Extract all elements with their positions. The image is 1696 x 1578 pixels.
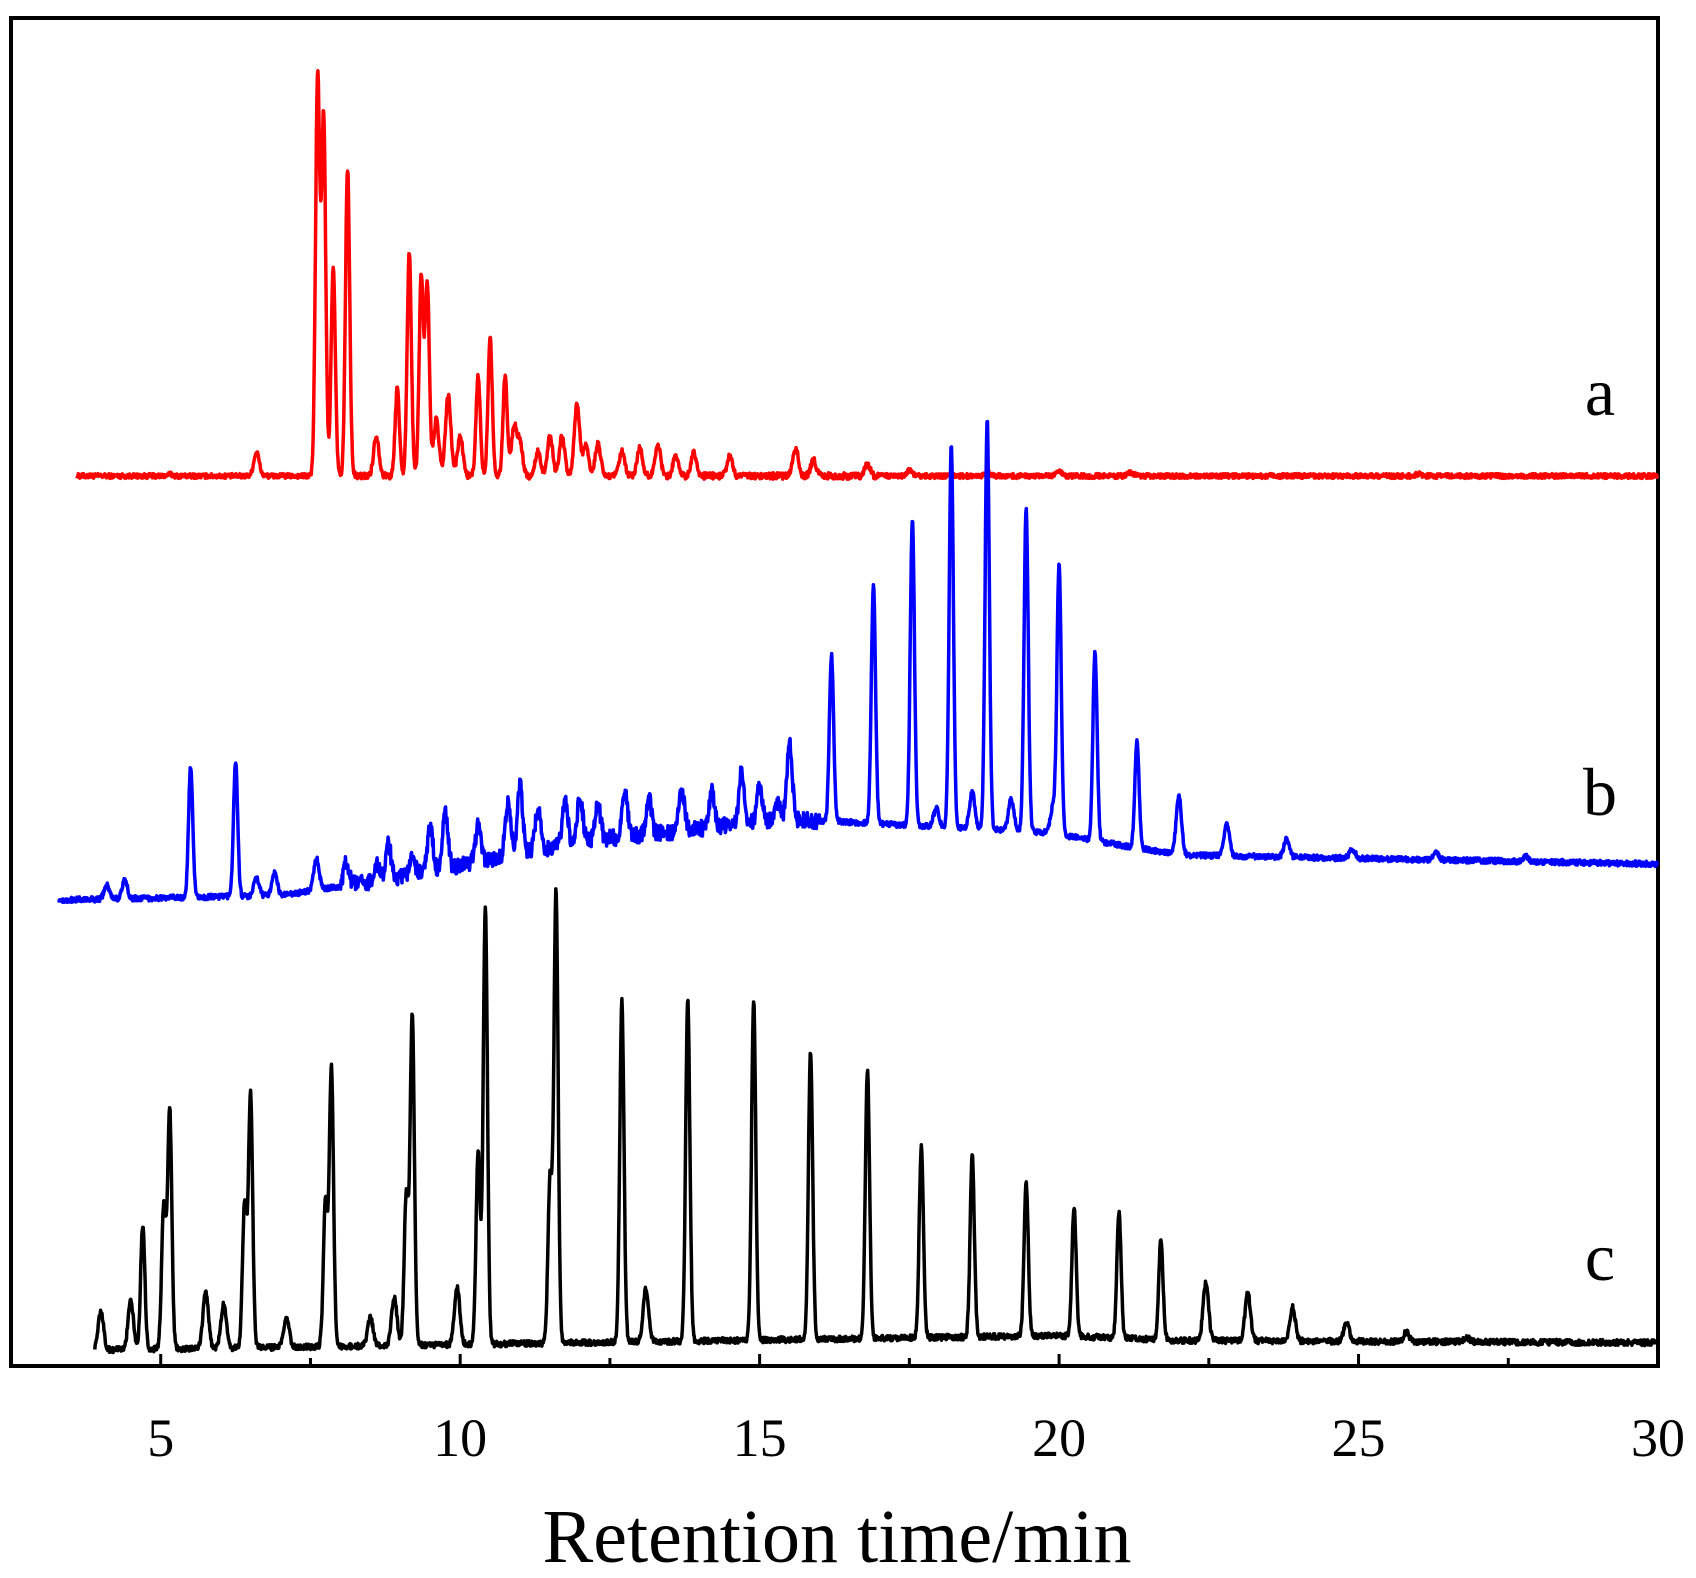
x-axis-title: Retention time/min bbox=[543, 1495, 1132, 1578]
x-tick-label-15: 15 bbox=[733, 1408, 787, 1468]
trace-a bbox=[75, 69, 1660, 481]
x-tick-label-5: 5 bbox=[147, 1408, 174, 1468]
trace-label-c: c bbox=[1585, 1219, 1615, 1295]
x-axis-tick-labels: 5 10 15 20 25 30 bbox=[147, 1408, 1685, 1468]
trace-c bbox=[93, 887, 1660, 1355]
trace-label-b: b bbox=[1583, 754, 1617, 830]
trace-label-a: a bbox=[1585, 354, 1615, 430]
x-tick-label-30: 30 bbox=[1631, 1408, 1685, 1468]
traces bbox=[57, 69, 1660, 1355]
x-tick-label-25: 25 bbox=[1332, 1408, 1386, 1468]
trace-b bbox=[57, 419, 1660, 905]
trace-labels: a b c bbox=[1583, 354, 1617, 1295]
plot-frame bbox=[9, 16, 1660, 1368]
x-tick-label-20: 20 bbox=[1032, 1408, 1086, 1468]
x-axis-ticks bbox=[9, 1354, 1660, 1366]
x-tick-label-10: 10 bbox=[433, 1408, 487, 1468]
